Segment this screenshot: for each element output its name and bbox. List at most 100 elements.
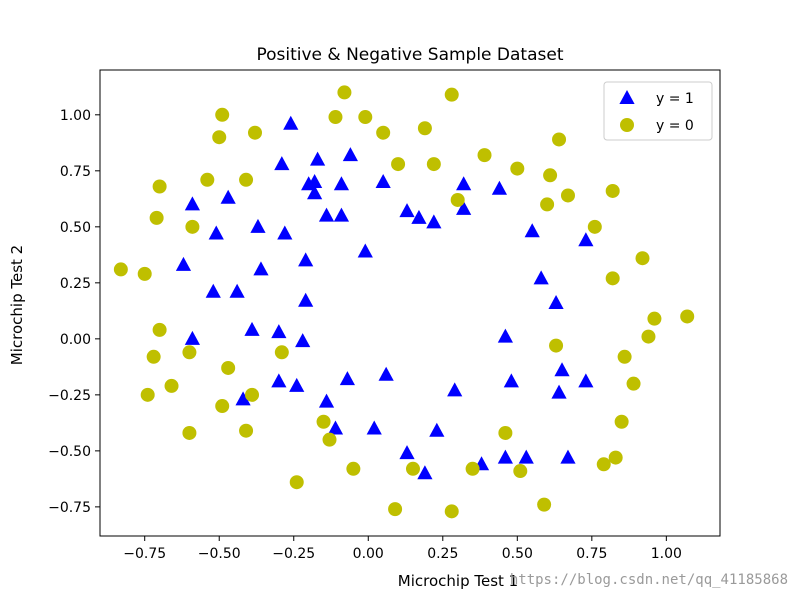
positive-sample-point bbox=[399, 203, 415, 218]
positive-sample-point bbox=[551, 384, 567, 399]
positive-sample-point bbox=[366, 420, 382, 435]
positive-sample-point bbox=[533, 270, 549, 285]
positive-sample-point bbox=[277, 225, 293, 240]
positive-sample-point bbox=[271, 373, 287, 388]
negative-sample-point bbox=[543, 168, 558, 183]
negative-sample-point bbox=[549, 338, 564, 353]
positive-sample-point bbox=[497, 328, 513, 343]
chart-title: Positive & Negative Sample Dataset bbox=[256, 45, 563, 65]
negative-sample-point bbox=[316, 414, 331, 429]
positive-sample-point bbox=[554, 362, 570, 377]
negative-sample-point bbox=[680, 309, 695, 324]
negative-sample-point bbox=[498, 425, 513, 440]
negative-sample-point bbox=[405, 461, 420, 476]
negative-sample-point bbox=[596, 457, 611, 472]
negative-sample-point bbox=[614, 414, 629, 429]
x-tick-label: 1.00 bbox=[651, 546, 682, 562]
negative-sample-point bbox=[328, 110, 343, 125]
positive-sample-point bbox=[578, 373, 594, 388]
y-tick-label: 1.00 bbox=[60, 108, 91, 124]
positive-sample-point bbox=[318, 207, 335, 222]
positive-sample-point bbox=[491, 180, 508, 195]
y-tick-label: −0.75 bbox=[48, 500, 91, 516]
negative-sample-point bbox=[200, 172, 215, 187]
y-axis-label: Microchip Test 2 bbox=[8, 245, 26, 365]
positive-sample-point bbox=[503, 373, 519, 388]
negative-sample-point bbox=[239, 423, 254, 438]
x-tick-label: 0.00 bbox=[353, 546, 384, 562]
positive-sample-point bbox=[208, 225, 224, 240]
positive-sample-point bbox=[378, 366, 394, 381]
y-tick-label: 0.50 bbox=[60, 220, 91, 236]
positive-sample-point bbox=[456, 176, 472, 191]
negative-sample-point bbox=[185, 219, 200, 234]
negative-sample-point bbox=[322, 432, 337, 447]
positive-sample-point bbox=[447, 382, 463, 397]
negative-sample-point bbox=[540, 197, 555, 212]
positive-sample-point bbox=[426, 214, 442, 229]
negative-sample-point bbox=[513, 464, 528, 479]
positive-sample-point bbox=[184, 196, 201, 211]
positive-sample-point bbox=[253, 261, 269, 276]
negative-sample-point bbox=[552, 132, 567, 147]
negative-sample-point bbox=[358, 110, 373, 125]
positive-sample-point bbox=[375, 174, 391, 189]
positive-sample-point bbox=[318, 393, 335, 408]
positive-sample-point bbox=[205, 283, 221, 298]
x-tick-label: 0.50 bbox=[502, 546, 533, 562]
positive-sample-point bbox=[357, 243, 373, 258]
negative-sample-point bbox=[537, 497, 552, 512]
positive-sample-point bbox=[175, 256, 192, 271]
positive-sample-point bbox=[309, 151, 326, 166]
positive-sample-point bbox=[342, 147, 358, 162]
negative-sample-point bbox=[635, 251, 650, 266]
positive-sample-point bbox=[289, 377, 305, 392]
positive-sample-point bbox=[271, 324, 287, 339]
y-tick-label: −0.25 bbox=[48, 388, 91, 404]
negative-sample-point bbox=[605, 271, 620, 286]
negative-sample-point bbox=[426, 157, 441, 172]
positive-sample-point bbox=[497, 449, 513, 464]
negative-sample-point bbox=[560, 188, 575, 203]
negative-sample-point bbox=[248, 125, 262, 140]
negative-sample-point bbox=[388, 502, 403, 517]
positive-sample-point bbox=[229, 283, 245, 298]
positive-sample-point bbox=[429, 422, 445, 437]
positive-sample-point bbox=[295, 333, 311, 348]
negative-sample-point bbox=[465, 461, 480, 476]
positive-sample-point bbox=[307, 185, 323, 200]
positive-sample-point bbox=[578, 232, 594, 247]
negative-sample-point bbox=[376, 125, 391, 140]
positive-sample-point bbox=[411, 209, 427, 224]
negative-sample-point bbox=[140, 387, 155, 402]
positive-sample-point bbox=[399, 445, 415, 460]
negative-sample-point bbox=[215, 399, 230, 414]
negative-sample-point bbox=[444, 87, 459, 102]
y-tick-label: 0.75 bbox=[60, 164, 91, 180]
positive-sample-point bbox=[417, 465, 433, 480]
positive-sample-point bbox=[339, 371, 356, 386]
negative-sample-point bbox=[647, 311, 662, 326]
negative-sample-point bbox=[274, 345, 289, 360]
positive-sample-point bbox=[274, 156, 290, 171]
x-tick-label: −0.75 bbox=[123, 546, 166, 562]
y-tick-label: 0.00 bbox=[60, 332, 91, 348]
negative-sample-point bbox=[212, 130, 227, 145]
negative-sample-point bbox=[164, 378, 179, 393]
positive-sample-point bbox=[298, 292, 314, 307]
negative-sample-point bbox=[587, 219, 602, 234]
negative-sample-point bbox=[239, 172, 254, 187]
x-tick-label: 0.25 bbox=[427, 546, 458, 562]
positive-sample-point bbox=[518, 449, 534, 464]
positive-sample-point bbox=[244, 321, 260, 336]
negative-sample-point bbox=[182, 425, 197, 440]
positive-sample-point bbox=[524, 223, 540, 238]
negative-sample-point bbox=[605, 183, 620, 198]
positive-sample-point bbox=[220, 189, 236, 204]
negative-sample-point bbox=[391, 157, 406, 172]
negative-sample-point bbox=[221, 360, 236, 375]
negative-sample-point bbox=[626, 376, 641, 391]
x-tick-label: 0.75 bbox=[576, 546, 607, 562]
positive-sample-point bbox=[456, 200, 472, 215]
